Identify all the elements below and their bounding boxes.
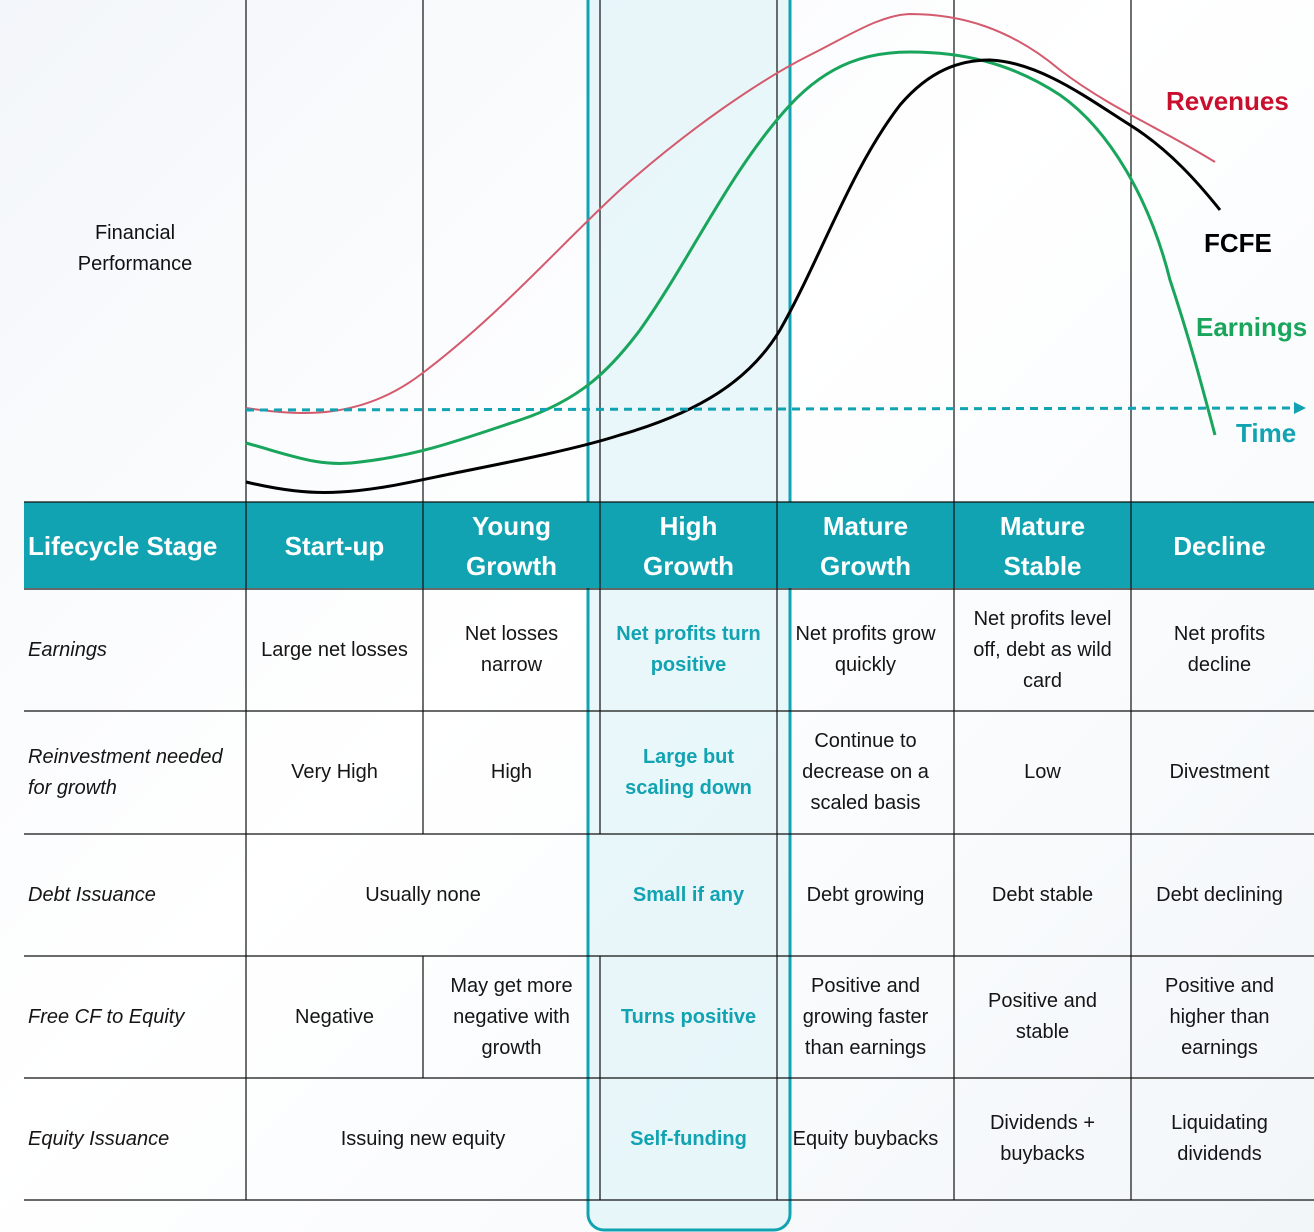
fcfe-curve <box>245 58 1222 494</box>
header-mature-growth: Mature Growth <box>820 510 911 581</box>
header-young-growth: Young Growth <box>466 510 557 581</box>
header-high-growth: High Growth <box>643 510 734 581</box>
reinvestment-decline: Divestment <box>1169 761 1270 783</box>
high-growth-highlight <box>586 0 792 1232</box>
revenues-label: Revenues <box>1166 86 1289 116</box>
equity-mature-growth: Equity buybacks <box>792 1127 939 1150</box>
financial-performance-label: Financial Performance <box>77 222 193 275</box>
time-axis <box>245 406 1301 412</box>
fcfe-mature-stable: Positive and stable <box>988 990 1097 1043</box>
header-lifecycle-stage: Lifecycle Stage <box>28 530 218 561</box>
reinvestment-mature-growth: Continue to decrease on a scaled basis <box>802 730 929 814</box>
equity-mature-stable: Dividends + buybacks <box>989 1112 1096 1165</box>
equity-high: Self-funding <box>630 1127 747 1150</box>
earnings-young: Net losses narrow <box>464 623 559 676</box>
earnings-curve <box>245 50 1217 466</box>
fcfe-startup: Negative <box>295 1005 374 1028</box>
earnings-high: Net profits turn positive <box>616 623 761 676</box>
header-startup: Start-up <box>284 530 385 561</box>
time-arrow-head <box>1294 402 1306 414</box>
reinvestment-young: High <box>490 761 533 783</box>
fcfe-label: FCFE <box>1204 228 1272 258</box>
fcfe-high: Turns positive <box>620 1005 757 1028</box>
earnings-startup: Large net losses <box>261 638 408 661</box>
reinvestment-startup: Very High <box>291 761 378 783</box>
equity-decline: Liquidating dividends <box>1171 1112 1268 1165</box>
debt-mature-stable: Debt stable <box>991 883 1094 906</box>
row-label-debt: Debt Issuance <box>28 883 156 906</box>
earnings-label: Earnings <box>1196 312 1308 342</box>
time-label: Time <box>1236 418 1297 448</box>
row-label-equity: Equity Issuance <box>28 1127 170 1150</box>
debt-decline: Debt declining <box>1156 883 1283 906</box>
fcfe-young: May get more negative with growth <box>450 974 573 1059</box>
equity-startup-young: Issuing new equity <box>340 1127 506 1150</box>
debt-startup-young: Usually none <box>365 883 481 906</box>
debt-high: Small if any <box>632 883 745 906</box>
earnings-decline: Net profits decline <box>1173 623 1266 676</box>
header-mature-stable: Mature Stable <box>999 510 1086 581</box>
earnings-mature-growth: Net profits grow quickly <box>795 623 936 676</box>
revenues-curve <box>245 12 1216 414</box>
header-band <box>24 502 1314 588</box>
fcfe-decline: Positive and higher than earnings <box>1165 974 1274 1059</box>
row-label-reinvestment: Reinvestment needed for growth <box>28 745 223 799</box>
reinvestment-high: Large but scaling down <box>625 745 752 799</box>
earnings-mature-stable: Net profits level off, debt as wild card <box>973 607 1112 692</box>
debt-mature-growth: Debt growing <box>806 883 925 906</box>
row-label-fcfe: Free CF to Equity <box>28 1005 185 1028</box>
fcfe-mature-growth: Positive and growing faster than earning… <box>802 974 929 1059</box>
row-label-earnings: Earnings <box>28 638 107 661</box>
header-decline: Decline <box>1173 530 1266 561</box>
reinvestment-mature-stable: Low <box>1024 761 1061 783</box>
